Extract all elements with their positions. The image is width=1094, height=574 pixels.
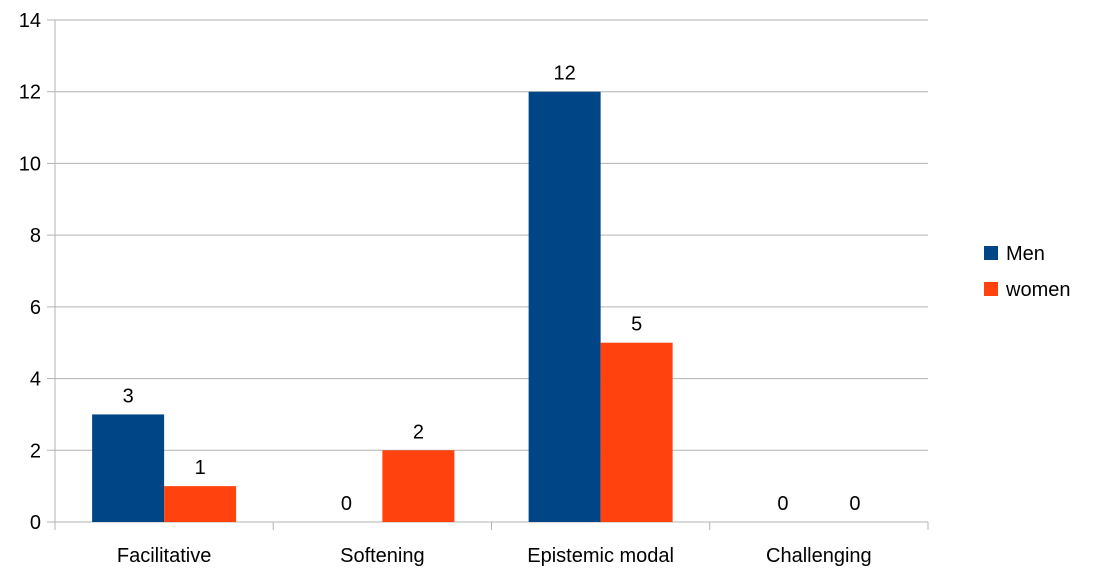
gridlines	[55, 19, 928, 523]
y-tick-labels: 0 2 4 6 8 10 12 14	[19, 10, 41, 534]
x-category-label: Facilitative	[117, 545, 211, 567]
data-label: 1	[195, 457, 206, 479]
x-category-label: Epistemic modal	[527, 545, 674, 567]
y-tick-label: 2	[30, 440, 41, 462]
bar	[382, 450, 455, 522]
legend-label: women	[1005, 279, 1070, 301]
bar	[528, 91, 601, 522]
bar	[600, 342, 673, 522]
legend: Men women	[984, 243, 1070, 301]
y-tick-label: 6	[30, 297, 41, 319]
y-tick-label: 12	[19, 82, 41, 104]
y-tick-label: 4	[30, 369, 41, 391]
data-labels: 3 1 0 2 12 5 0 0	[123, 63, 861, 515]
x-category-label: Challenging	[766, 545, 872, 567]
bar	[164, 486, 237, 522]
data-label: 12	[554, 63, 576, 85]
legend-swatch	[984, 246, 998, 260]
data-label: 3	[123, 385, 134, 407]
data-label: 5	[631, 314, 642, 336]
legend-swatch	[984, 282, 998, 296]
bar	[92, 414, 165, 522]
x-category-labels: Facilitative Softening Epistemic modal Chal…	[117, 545, 872, 567]
data-label: 0	[849, 493, 860, 515]
y-tick-label: 14	[19, 10, 41, 32]
x-category-label: Softening	[340, 545, 425, 567]
y-tick-label: 0	[30, 512, 41, 534]
y-tick-label: 8	[30, 225, 41, 247]
bars	[92, 91, 673, 522]
data-label: 0	[341, 493, 352, 515]
y-tick-label: 10	[19, 153, 41, 175]
data-label: 2	[413, 421, 424, 443]
data-label: 0	[777, 493, 788, 515]
axes	[47, 19, 929, 530]
legend-label: Men	[1006, 243, 1045, 265]
